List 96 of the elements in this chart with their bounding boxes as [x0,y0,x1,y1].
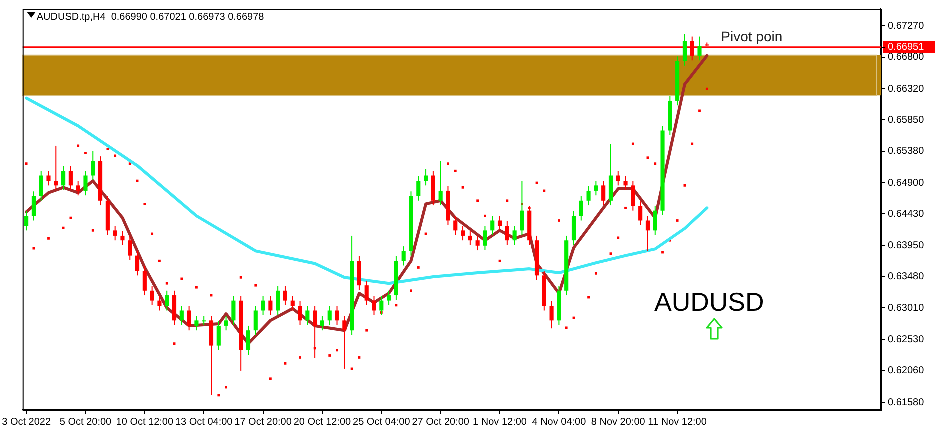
x-tick-label: 13 Oct 04:00 [175,416,234,428]
candlestick [616,170,620,186]
candlestick [698,36,702,62]
candlestick [550,300,554,330]
candlestick [39,170,44,202]
chart-title: AUDUSD.tp,H4 0.66990 0.67021 0.66973 0.66978 [36,12,265,23]
candlestick [216,320,221,351]
candlestick [320,316,324,332]
candlestick [135,250,140,276]
candlestick [91,150,96,181]
candlestick [594,180,598,196]
candlestick [306,306,310,326]
candlestick [290,296,295,312]
candlestick [180,306,184,326]
candlestick [498,216,502,232]
candlestick [579,196,584,222]
candlestick [150,286,154,306]
candlestick [187,306,192,332]
x-tick-label: 20 Oct 12:00 [294,416,352,428]
candlestick [76,180,80,196]
candlestick [283,286,288,306]
candlestick [512,226,517,246]
candlestick [202,316,206,326]
candlestick [468,230,472,246]
candlestick [165,290,170,312]
ref-line-label: Pivot poin [721,28,783,44]
x-tick-label: 10 Oct 12:00 [116,416,174,428]
y-tick-label: 0.66951 [888,42,925,54]
candlestick [454,216,458,236]
y-tick-label: 0.67270 [888,20,925,32]
candlestick [364,280,369,306]
candlestick [194,316,199,332]
candlestick [460,226,466,242]
candlestick [387,290,392,306]
candlestick [62,166,66,191]
annotation: AUDUSD [654,286,764,317]
y-tick-label: 0.62530 [888,334,925,346]
x-tick-label: 25 Oct 04:00 [353,416,411,428]
y-tick-label: 0.63480 [888,272,925,283]
candlestick [342,316,347,370]
x-tick-label: 17 Oct 20:00 [234,416,292,428]
candlestick [68,166,73,191]
candlestick [631,180,636,212]
candlestick [254,306,258,336]
candlestick [402,246,406,266]
candlestick [483,226,488,252]
y-tick-label: 0.62060 [888,366,925,377]
candlestick [158,296,162,312]
candlestick [505,220,510,246]
candlestick [416,176,421,202]
candlestick [586,186,591,206]
candlestick [232,296,236,326]
candlestick [646,216,650,252]
x-tick-label: 4 Nov 04:00 [532,416,587,428]
candlestick [128,235,132,261]
candlestick [120,230,125,246]
candlestick [113,226,118,242]
x-tick-label: 3 Oct 2022 [2,416,52,428]
y-tick-label: 0.64430 [888,208,925,220]
candlestick [142,266,147,296]
candlestick [424,168,428,186]
x-tick-label: 5 Oct 20:00 [60,416,112,428]
y-tick-label: 0.65380 [888,146,925,158]
y-tick-label: 0.61580 [888,397,925,408]
candlestick [328,306,332,326]
y-tick-label: 0.65850 [888,114,925,126]
y-tick-label: 0.63010 [888,302,925,314]
y-tick-label: 0.63950 [888,240,925,252]
candlestick [335,306,340,326]
x-tick-label: 27 Oct 20:00 [412,416,470,428]
candlestick [246,325,251,356]
candlestick [54,145,58,191]
candlestick [261,296,266,316]
candlestick [638,201,643,226]
candlestick [602,180,606,206]
candlestick [84,170,88,196]
candlestick [224,316,228,332]
candlestick [276,286,280,316]
candlestick [682,34,687,66]
candlestick [46,170,51,186]
candlestick [624,176,628,191]
y-tick-label: 0.66800 [888,52,925,64]
candlestick [490,216,495,236]
candlestick [653,206,658,236]
candlestick [372,296,376,316]
y-tick-label: 0.64900 [888,178,925,189]
candlestick [268,296,273,316]
x-tick-label: 1 Nov 12:00 [473,416,528,428]
candlestick [24,210,29,232]
y-tick-label: 0.66320 [888,84,925,95]
candlestick [438,160,443,206]
candlestick [32,191,36,222]
x-tick-label: 11 Nov 12:00 [648,416,708,428]
candlestick [476,235,480,252]
x-tick-label: 8 Nov 20:00 [591,416,646,428]
candlestick [298,300,302,326]
